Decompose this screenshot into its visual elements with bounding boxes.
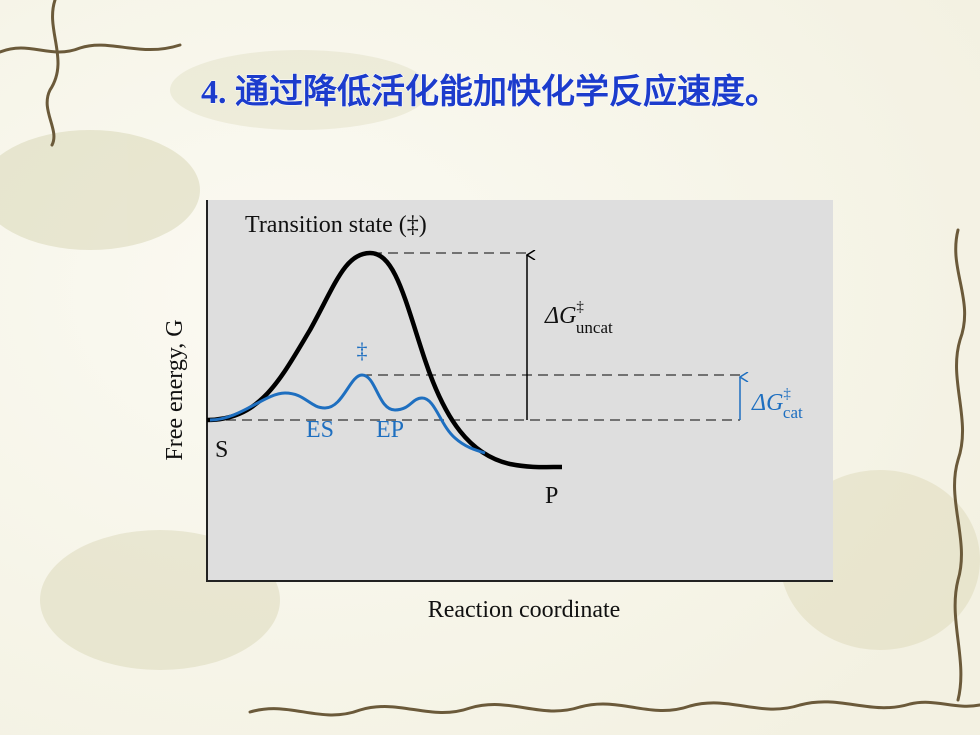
slide-title: 4. 通过降低活化能加快化学反应速度。 [201, 72, 779, 111]
intermediate-label: ES [306, 417, 334, 443]
catalyzed-curve [209, 373, 486, 455]
symbol: ΔG [544, 303, 576, 329]
subscript: cat [783, 403, 803, 422]
cat-energy-label: ΔG‡ cat [751, 386, 803, 422]
intermediate-label: EP [376, 417, 404, 443]
y-axis-label: Free energy, G [162, 319, 188, 460]
start-label: S [215, 437, 228, 463]
uncat-energy-label: ΔG‡ uncat [544, 299, 613, 337]
axes [206, 200, 833, 582]
subscript: uncat [576, 318, 613, 337]
diagram-panel [207, 200, 833, 580]
x-axis-label: Reaction coordinate [428, 597, 621, 623]
superscript: ‡ [783, 386, 791, 402]
vine [0, 0, 980, 717]
uncatalyzed-curve [206, 250, 563, 470]
end-label: P [545, 483, 558, 509]
superscript: ‡ [576, 299, 584, 315]
guide-lines [210, 252, 740, 421]
cat-peak-label: ‡ [357, 338, 368, 363]
symbol: ΔG [751, 390, 783, 416]
transition-state-label: Transition state (‡) [245, 212, 427, 238]
